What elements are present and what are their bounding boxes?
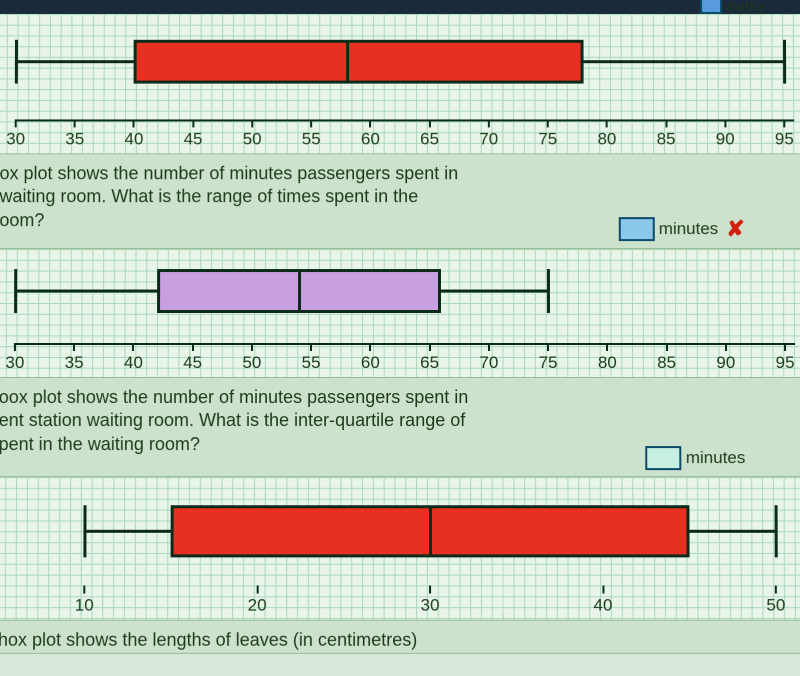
question3: hox plot shows the lengths of leaves (in…	[0, 620, 800, 654]
wrong-icon: ✘	[726, 216, 744, 242]
q2-text: oox plot shows the number of minutes pas…	[0, 386, 519, 456]
plot1-band: 3035404550556065707580859095	[0, 14, 800, 153]
q1-text: ox plot shows the number of minutes pass…	[0, 162, 519, 232]
plot1	[0, 40, 800, 84]
q2-answer-input[interactable]	[646, 446, 682, 470]
question2: oox plot shows the number of minutes pas…	[0, 377, 800, 477]
plot3-axis: 1020304050	[0, 586, 800, 614]
q2-line2: ent station waiting room. What is the in…	[0, 409, 519, 432]
marks-hint: marks	[700, 0, 764, 14]
q1-answer-area: minutes ✘	[619, 216, 745, 242]
q3-text: hox plot shows the lengths of leaves (in…	[0, 629, 519, 653]
plot1-axis: 3035404550556065707580859095	[0, 119, 800, 147]
q3-line1: hox plot shows the lengths of leaves (in…	[0, 629, 519, 653]
q2-line1: oox plot shows the number of minutes pas…	[0, 386, 519, 409]
marks-hint-box	[700, 0, 722, 14]
q2-answer-area: minutes	[646, 446, 746, 470]
plot2-axis: 3035404550556065707580859095	[0, 343, 800, 371]
question1: ox plot shows the number of minutes pass…	[0, 153, 800, 249]
marks-hint-label: marks	[726, 0, 764, 14]
q1-line1: ox plot shows the number of minutes pass…	[0, 162, 519, 185]
plot3	[0, 505, 800, 557]
q1-answer-input[interactable]	[619, 217, 655, 241]
plot2-band: 3035404550556065707580859095	[0, 249, 800, 377]
q1-unit: minutes	[659, 219, 719, 239]
q2-line3: pent in the waiting room?	[0, 433, 519, 456]
q1-line3: oom?	[0, 209, 519, 232]
q2-unit: minutes	[686, 448, 746, 468]
q1-line2: waiting room. What is the range of times…	[0, 186, 519, 209]
plot2	[0, 269, 800, 313]
top-border: marks	[0, 0, 800, 14]
plot3-band: 1020304050	[0, 477, 800, 620]
